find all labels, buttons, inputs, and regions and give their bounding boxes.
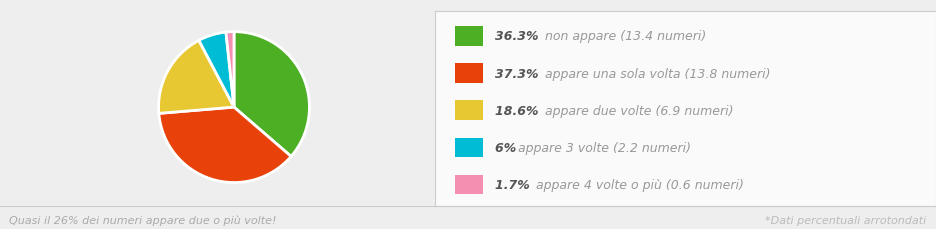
Text: 18.6%: 18.6% <box>495 104 543 117</box>
Text: 1.7%: 1.7% <box>495 178 534 191</box>
Text: appare due volte (6.9 numeri): appare due volte (6.9 numeri) <box>546 104 734 117</box>
Bar <box>455 138 483 158</box>
Text: appare 4 volte o più (0.6 numeri): appare 4 volte o più (0.6 numeri) <box>536 178 744 191</box>
Text: 36.3%: 36.3% <box>495 30 543 43</box>
Wedge shape <box>234 33 310 157</box>
Text: 6%: 6% <box>495 141 521 154</box>
Text: non appare (13.4 numeri): non appare (13.4 numeri) <box>546 30 707 43</box>
Bar <box>455 64 483 84</box>
Wedge shape <box>158 41 234 114</box>
Wedge shape <box>159 108 291 183</box>
Text: *Dati percentuali arrotondati: *Dati percentuali arrotondati <box>766 215 927 225</box>
Wedge shape <box>198 33 234 108</box>
Text: appare 3 volte (2.2 numeri): appare 3 volte (2.2 numeri) <box>519 141 692 154</box>
Wedge shape <box>226 33 234 108</box>
Text: Quasi il 26% dei numeri appare due o più volte!: Quasi il 26% dei numeri appare due o più… <box>9 215 277 225</box>
Bar <box>455 175 483 194</box>
Bar <box>455 27 483 46</box>
Text: appare una sola volta (13.8 numeri): appare una sola volta (13.8 numeri) <box>546 67 771 80</box>
Text: 37.3%: 37.3% <box>495 67 543 80</box>
Bar <box>455 101 483 120</box>
